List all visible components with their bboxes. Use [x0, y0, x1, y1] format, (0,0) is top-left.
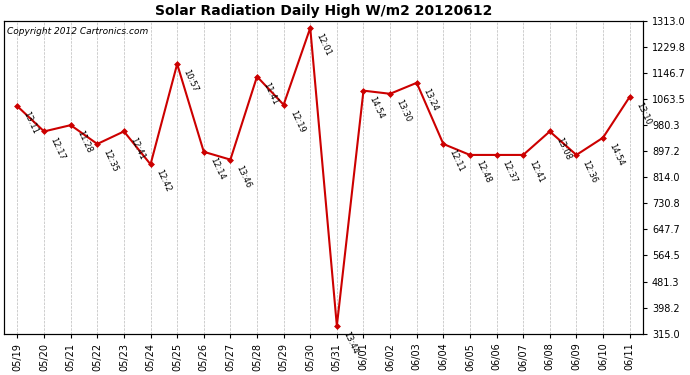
Title: Solar Radiation Daily High W/m2 20120612: Solar Radiation Daily High W/m2 20120612 — [155, 4, 492, 18]
Text: 10:57: 10:57 — [181, 68, 199, 94]
Text: 13:11: 13:11 — [21, 111, 40, 136]
Text: 13:24: 13:24 — [421, 87, 439, 112]
Text: 12:41: 12:41 — [527, 159, 546, 184]
Text: 12:11: 12:11 — [448, 148, 466, 174]
Text: 13:46: 13:46 — [235, 164, 253, 189]
Text: 11:41: 11:41 — [262, 81, 279, 106]
Text: 12:37: 12:37 — [501, 159, 519, 184]
Text: 14:54: 14:54 — [368, 95, 386, 120]
Text: 12:41: 12:41 — [128, 136, 146, 161]
Text: 12:19: 12:19 — [288, 109, 306, 134]
Text: 12:48: 12:48 — [474, 159, 493, 184]
Text: 11:28: 11:28 — [75, 129, 93, 155]
Text: 12:01: 12:01 — [315, 32, 333, 57]
Text: 12:36: 12:36 — [580, 159, 599, 184]
Text: 13:30: 13:30 — [394, 98, 413, 123]
Text: Copyright 2012 Cartronics.com: Copyright 2012 Cartronics.com — [8, 27, 148, 36]
Text: 13:10: 13:10 — [634, 101, 652, 126]
Text: 12:42: 12:42 — [155, 168, 173, 194]
Text: 14:54: 14:54 — [607, 142, 625, 167]
Text: 12:35: 12:35 — [101, 148, 120, 174]
Text: 13:44: 13:44 — [341, 330, 359, 356]
Text: 13:08: 13:08 — [554, 136, 572, 161]
Text: 12:14: 12:14 — [208, 156, 226, 181]
Text: 12:17: 12:17 — [48, 136, 66, 161]
